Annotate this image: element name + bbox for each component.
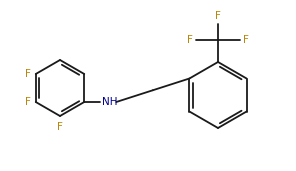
Text: F: F [25,69,31,79]
Text: F: F [25,97,31,107]
Text: NH: NH [102,97,118,107]
Text: F: F [187,35,193,45]
Text: F: F [243,35,249,45]
Text: F: F [215,11,221,21]
Text: F: F [57,122,63,132]
